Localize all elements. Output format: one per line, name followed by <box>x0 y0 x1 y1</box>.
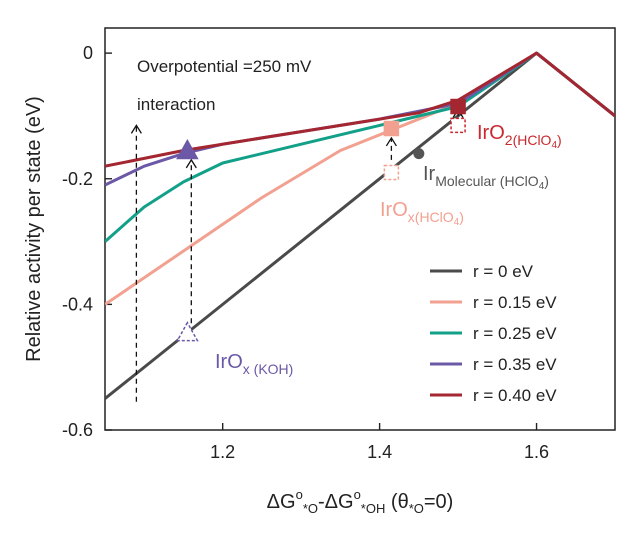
irox-hclo4-main: IrO <box>380 199 408 221</box>
irox-hclo4-hollow-square <box>383 164 400 181</box>
x-label-part1: ΔG <box>267 491 296 513</box>
ir-molecular-label: IrMolecular (HClO4) <box>423 163 549 192</box>
overpotential-label: Overpotential =250 mV <box>137 57 312 76</box>
iro2-hclo4-filled-square <box>450 98 466 115</box>
irox-koh-sub: x (KOH) <box>243 361 294 377</box>
x-tick-label-2: 1.6 <box>524 442 549 462</box>
legend-label-0: r = 0 eV <box>473 262 534 281</box>
ir-molecular-main: Ir <box>423 163 436 185</box>
x-label-sub3: *O <box>409 501 424 516</box>
legend-label-3: r = 0.35 eV <box>473 355 557 374</box>
iro2-hclo4-close: ) <box>557 132 562 148</box>
x-label-sub1: *O <box>303 501 318 516</box>
ir-molecular-sub: Molecular (HClO <box>435 173 539 189</box>
x-tick-label-0: 1.2 <box>210 442 235 462</box>
series-lines <box>105 51 615 400</box>
irox-hclo4-close: ) <box>459 209 464 225</box>
x-label-sup2: o <box>354 487 361 502</box>
arrow-irox-koh-head <box>185 158 197 169</box>
x-label-sub2: *OH <box>361 501 386 516</box>
legend-label-2: r = 0.25 eV <box>473 324 557 343</box>
y-tick-label-3: -0.6 <box>62 420 93 440</box>
legend-label-1: r = 0.15 eV <box>473 293 557 312</box>
x-tick-label-1: 1.4 <box>367 442 392 462</box>
y-tick-label-1: -0.2 <box>62 169 93 189</box>
x-axis-label: ΔGo*O-ΔGo*OH (θ*O=0) <box>267 487 454 516</box>
iro2-hclo4-hollow-square <box>450 117 466 134</box>
legend: r = 0 eV r = 0.15 eV r = 0.25 eV r = 0.35 e… <box>430 262 557 405</box>
irox-koh-label: IrOx (KOH) <box>215 351 293 377</box>
iro2-hclo4-sub: 2(HClO <box>505 132 552 148</box>
arrow-irox-hclo4-head <box>385 136 397 147</box>
legend-label-4: r = 0.40 eV <box>473 386 557 405</box>
interaction-label: interaction <box>137 95 215 114</box>
x-label-part3: (θ <box>385 491 408 513</box>
iro2-hclo4-tail: 4 <box>551 140 557 151</box>
y-tick-label-2: -0.4 <box>62 294 93 314</box>
irox-hclo4-label: IrOx(HClO4) <box>380 199 464 228</box>
series-line-4 <box>105 51 615 168</box>
irox-hclo4-filled-square <box>383 120 400 137</box>
iro2-hclo4-main: IrO <box>477 122 505 144</box>
irox-koh-hollow-triangle <box>176 321 199 342</box>
y-axis-label: Relative activity per state (eV) <box>23 96 45 362</box>
x-label-part2: -ΔG <box>318 491 354 513</box>
iro2-hclo4-label: IrO2(HClO4) <box>477 122 562 151</box>
plot-frame <box>104 27 616 431</box>
x-label-sup1: o <box>296 487 303 502</box>
ir-molecular-close: ) <box>544 173 549 189</box>
arrow-overpotential-head <box>130 124 142 134</box>
irox-hclo4-sub: x(HClO <box>408 209 454 225</box>
ir-molecular-dot <box>413 148 425 160</box>
marker-points <box>176 98 466 342</box>
y-tick-label-0: 0 <box>83 43 93 63</box>
axis-ticks: 1.2 1.4 1.6 0 -0.2 -0.4 -0.6 <box>62 43 549 462</box>
ir-molecular-tail: 4 <box>539 181 545 192</box>
x-label-part4: =0) <box>424 491 453 513</box>
irox-koh-filled-triangle <box>176 138 199 160</box>
irox-koh-main: IrO <box>215 351 243 373</box>
plot-frame-group <box>104 27 616 431</box>
irox-hclo4-tail: 4 <box>454 217 460 228</box>
